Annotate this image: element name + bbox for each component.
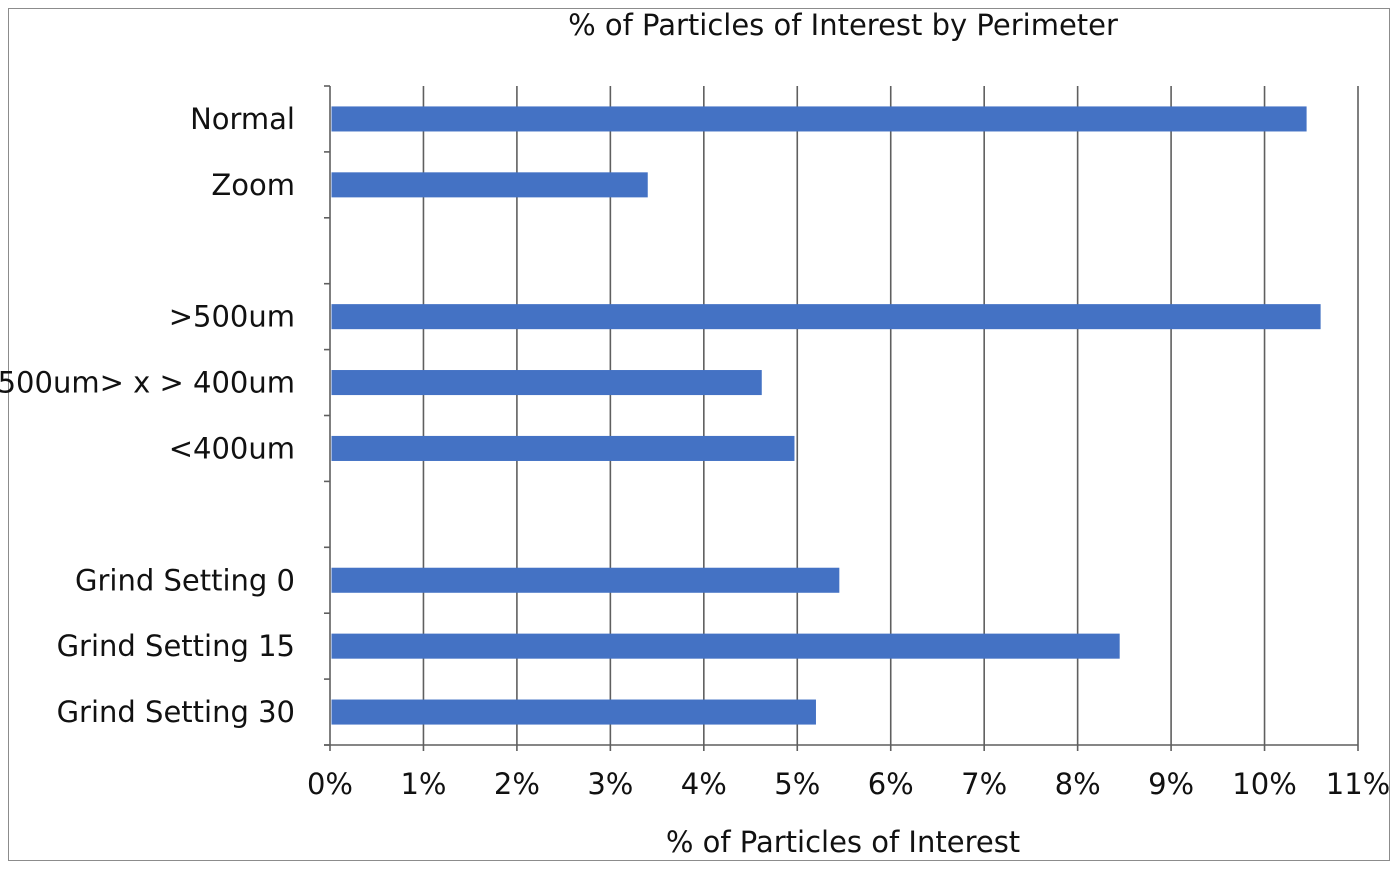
x-tick-label: 6% <box>868 767 914 801</box>
x-tick-label: 10% <box>1232 767 1296 801</box>
chart-title: % of Particles of Interest by Perimeter <box>568 8 1118 42</box>
x-tick-label: 9% <box>1148 767 1194 801</box>
bar <box>331 304 1321 330</box>
bar <box>331 370 762 396</box>
x-tick-label: 2% <box>494 767 540 801</box>
category-labels: Normal Zoom >500um 500um> x > 400um <400um Gr… <box>0 102 295 729</box>
category-label: Normal <box>190 102 295 136</box>
bar <box>331 106 1307 132</box>
x-tick-label: 3% <box>587 767 633 801</box>
category-label: <400um <box>169 431 295 465</box>
category-label: Grind Setting 15 <box>57 629 295 663</box>
category-label: Grind Setting 0 <box>75 563 295 597</box>
x-tick-label: 1% <box>400 767 446 801</box>
bars <box>331 106 1321 725</box>
category-label: 500um> x > 400um <box>0 366 295 400</box>
category-label: Grind Setting 30 <box>57 695 295 729</box>
x-tick-labels: 0% 1% 2% 3% 4% 5% 6% 7% 8% 9% 10% 11% <box>307 767 1390 801</box>
bar <box>331 172 648 198</box>
bar <box>331 567 840 593</box>
bar <box>331 633 1120 659</box>
bar <box>331 435 795 461</box>
axes <box>324 85 1359 751</box>
bar <box>331 699 816 725</box>
x-tick-label: 7% <box>961 767 1007 801</box>
x-tick-label: 0% <box>307 767 353 801</box>
x-tick-label: 5% <box>774 767 820 801</box>
x-tick-label: 11% <box>1326 767 1390 801</box>
x-axis-title: % of Particles of Interest <box>666 825 1020 859</box>
category-label: Zoom <box>211 168 295 202</box>
x-tick-label: 8% <box>1055 767 1101 801</box>
category-label: >500um <box>169 300 295 334</box>
x-tick-label: 4% <box>681 767 727 801</box>
